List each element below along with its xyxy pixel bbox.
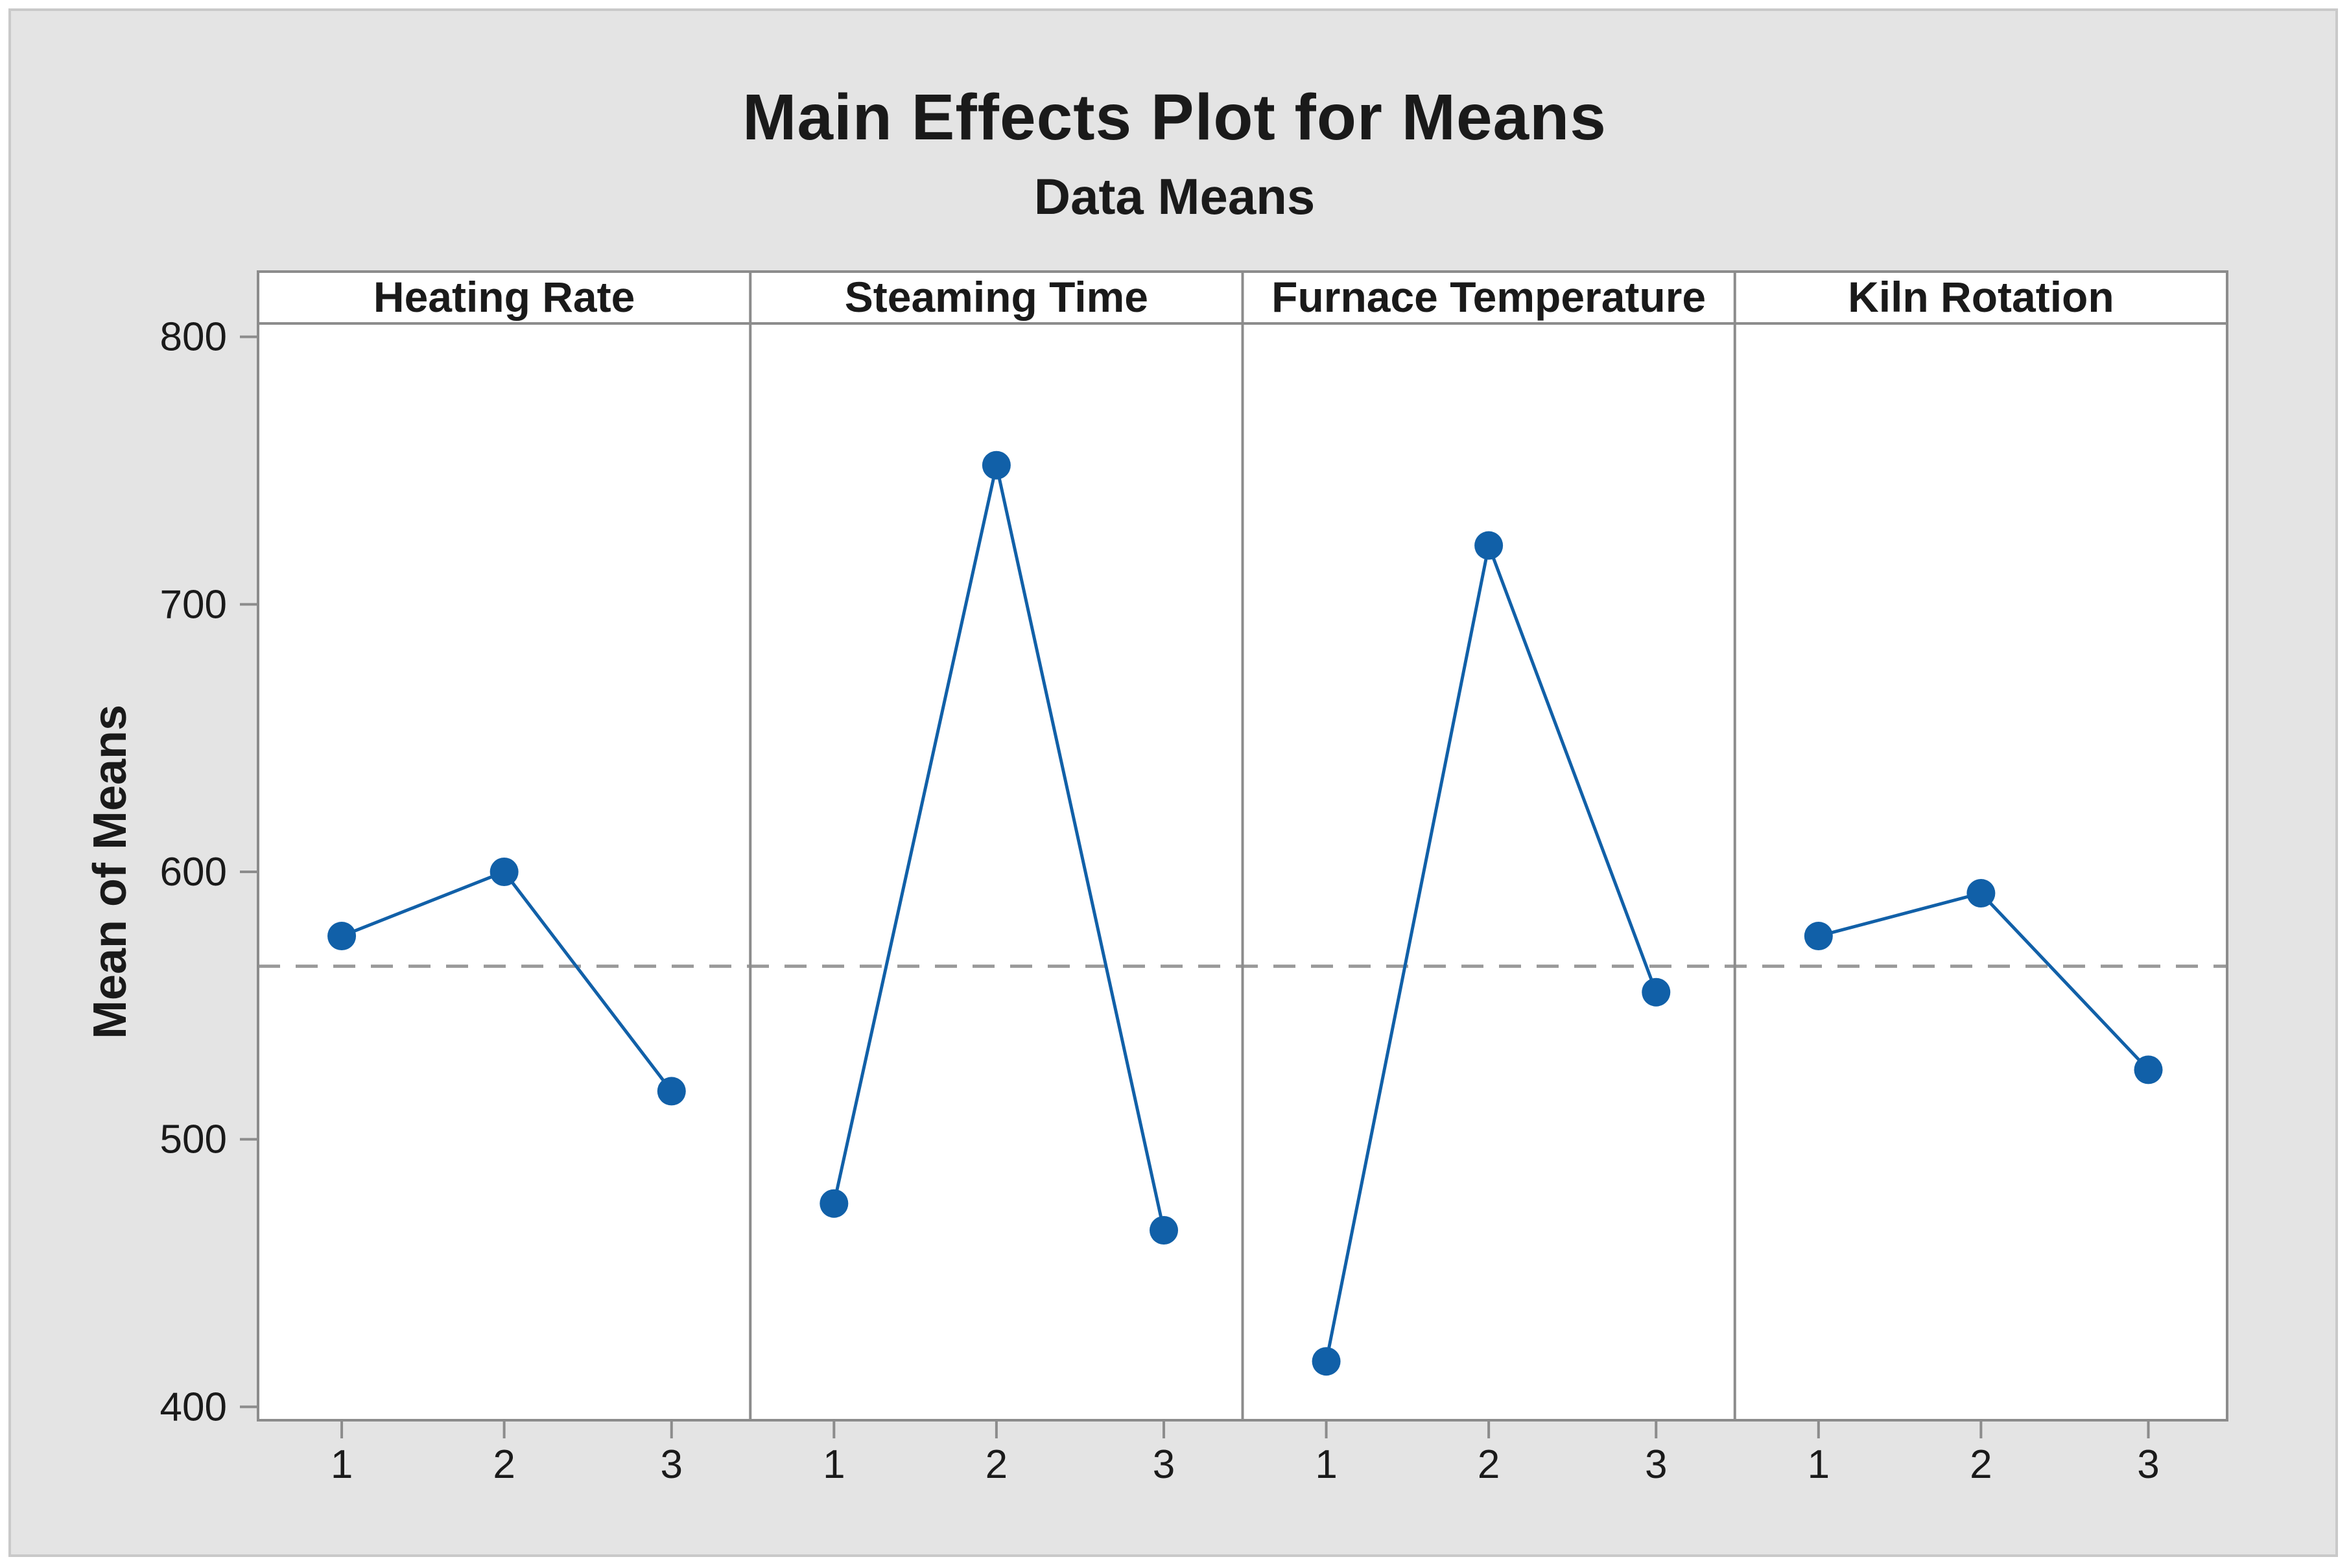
data-point-2 xyxy=(490,858,519,886)
x-tick-label: 3 xyxy=(1645,1442,1667,1487)
data-point-2 xyxy=(1966,879,1996,908)
panel-header-label: Steaming Time xyxy=(845,273,1148,321)
y-tick-label: 800 xyxy=(160,315,227,360)
chart-subtitle: Data Means xyxy=(1033,168,1316,225)
y-tick-label: 600 xyxy=(160,850,227,895)
y-tick-label: 400 xyxy=(160,1385,227,1429)
panel-steaming-time: 1 2 3 Steaming Time xyxy=(820,273,1179,1487)
x-tick-label: 2 xyxy=(1970,1442,1992,1487)
y-axis-label: Mean of Means xyxy=(84,704,136,1040)
y-tick-label: 500 xyxy=(160,1117,227,1162)
data-point-2 xyxy=(1474,531,1504,560)
data-point-1 xyxy=(1804,922,1833,951)
x-tick-label: 2 xyxy=(1478,1442,1500,1487)
plot-frame xyxy=(257,270,2228,1422)
panel-furnace-temperature: 1 2 3 Furnace Temperature xyxy=(1271,273,1706,1487)
data-point-1 xyxy=(1312,1347,1341,1376)
chart-title: Main Effects Plot for Means xyxy=(742,81,1607,154)
panel-header-label: Kiln Rotation xyxy=(1848,273,2114,321)
panel-heating-rate: 1 2 3 Heating Rate xyxy=(327,273,686,1487)
x-tick-label: 1 xyxy=(1315,1442,1337,1487)
x-tick-label: 1 xyxy=(823,1442,845,1487)
data-point-1 xyxy=(327,922,357,951)
x-tick-label: 2 xyxy=(986,1442,1008,1487)
data-point-2 xyxy=(982,451,1011,480)
x-tick-label: 3 xyxy=(2137,1442,2159,1487)
panel-header-label: Heating Rate xyxy=(373,273,635,321)
data-point-3 xyxy=(1150,1215,1179,1245)
y-tick-label: 700 xyxy=(160,582,227,627)
x-tick-label: 3 xyxy=(661,1442,683,1487)
data-point-3 xyxy=(2134,1055,2163,1084)
x-tick-label: 2 xyxy=(493,1442,515,1487)
panel-kiln-rotation: 1 2 3 Kiln Rotation xyxy=(1804,273,2163,1487)
x-tick-label: 3 xyxy=(1153,1442,1175,1487)
data-point-1 xyxy=(820,1189,849,1218)
x-tick-label: 1 xyxy=(331,1442,353,1487)
panel-header-label: Furnace Temperature xyxy=(1271,273,1706,321)
data-point-3 xyxy=(1642,977,1671,1007)
x-tick-label: 1 xyxy=(1808,1442,1830,1487)
data-point-3 xyxy=(657,1077,686,1106)
